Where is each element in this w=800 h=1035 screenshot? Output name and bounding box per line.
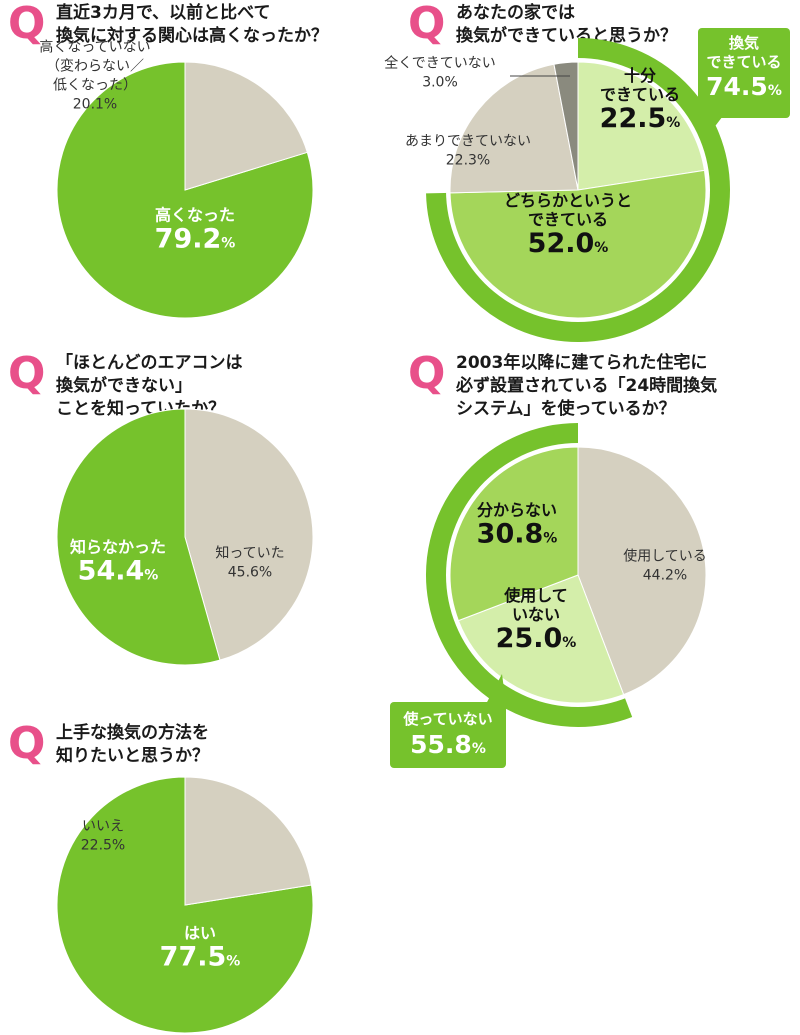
slice-label: 使用している <box>623 548 707 565</box>
callout-label: 使っていない <box>403 710 493 728</box>
question-line: 必ず設置されている「24時間換気 <box>456 376 718 396</box>
question-line: あなたの家では <box>456 3 575 23</box>
slice-label: いいえ <box>82 819 124 835</box>
slice-label: 使用して <box>503 586 568 605</box>
question-line: 2003年以降に建てられた住宅に <box>456 353 708 373</box>
slice-value-label: 22.5% <box>81 838 125 854</box>
pie-slice <box>449 446 579 622</box>
callout-label: できている <box>706 53 782 71</box>
pie-slice <box>56 408 221 666</box>
slice-label: 高くなった <box>155 206 235 225</box>
slice-value-label: 22.3% <box>446 153 490 169</box>
slice-value-label: 25.0% <box>496 623 577 654</box>
question-mark-icon: Q <box>8 348 46 399</box>
slice-label: あまりできていない <box>405 134 531 150</box>
slice-label: はい <box>184 924 216 943</box>
question-line: 直近3カ月で、以前と比べて <box>56 3 271 23</box>
question-line: 「ほとんどのエアコンは <box>56 353 243 373</box>
survey-panel-q3: Q 「ほとんどのエアコンは 換気ができない」 ことを知っていたか？ 知っていた 4… <box>0 350 400 720</box>
pie-slice <box>449 63 579 194</box>
survey-panel-q5: Q 上手な換気の方法を 知りたいと思うか？ はい 77.5% いいえ 22.5% <box>0 720 400 1035</box>
question-line: 換気ができていると思うか？ <box>456 26 677 46</box>
survey-panel-q4: Q 2003年以降に建てられた住宅に 必ず設置されている「24時間換気 システム… <box>390 348 800 770</box>
slice-value-label: 54.4% <box>78 556 159 587</box>
callout-value: 74.5 <box>706 72 768 101</box>
question-mark-icon: Q <box>8 718 46 769</box>
pie-slice <box>577 61 706 191</box>
survey-panel-q1: Q 直近3カ月で、以前と比べて 換気に対する関心は高くなったか？ 高くなった 79… <box>0 0 400 330</box>
question-mark-icon: Q <box>408 0 446 49</box>
slice-label: 高くなっていない <box>39 39 150 56</box>
slice-value-label: 79.2% <box>155 224 236 255</box>
pie-slice <box>577 446 707 696</box>
slice-label: いない <box>512 605 560 624</box>
slice-label: 全くできていない <box>384 55 496 72</box>
slice-value-label: 3.0% <box>422 75 458 91</box>
question-line: 換気ができない」 <box>56 376 192 396</box>
question-line: システム」を使っているか？ <box>456 399 676 419</box>
pie-slice <box>457 574 625 704</box>
slice-label: できている <box>528 210 608 229</box>
callout-unit: % <box>767 83 782 99</box>
pie-slice <box>184 408 314 661</box>
summary-callout-q2: 換気 できている 74.5% <box>698 28 790 118</box>
pie-slice <box>56 776 314 1034</box>
callout-value-row: 55.8% <box>390 729 506 765</box>
question-mark-icon: Q <box>8 0 46 49</box>
pie-slice <box>56 61 314 319</box>
slice-label: 知らなかった <box>70 538 166 557</box>
slice-label: 低くなった） <box>53 78 137 94</box>
emphasis-ring <box>426 423 633 727</box>
slice-value-label: 30.8% <box>477 519 558 550</box>
question-line: 換気に対する関心は高くなったか？ <box>56 26 328 46</box>
question-text: 2003年以降に建てられた住宅に 必ず設置されている「24時間換気 システム」を… <box>456 352 717 421</box>
slice-value-label: 77.5% <box>160 942 241 973</box>
callout-pointer-q2 <box>706 112 726 138</box>
survey-panel-q2: Q あなたの家では 換気ができていると思うか？ 十分 できている 22.5% どちらか… <box>384 0 800 342</box>
callout-value: 55.8 <box>410 730 472 759</box>
question-line: 上手な換気の方法を <box>56 723 209 743</box>
slice-label: 十分 <box>624 66 656 85</box>
slice-label: どちらかというと <box>504 191 632 210</box>
pie-slice <box>184 61 308 191</box>
slice-value-label: 45.6% <box>228 565 272 581</box>
question-line: 知りたいと思うか？ <box>56 746 209 766</box>
pie-slice <box>184 776 312 906</box>
slice-label: （変わらない／ <box>46 58 144 75</box>
slice-value-label: 52.0% <box>528 228 609 259</box>
slice-value-label: 44.2% <box>643 568 687 584</box>
pie-slice <box>449 169 707 319</box>
slice-value-label: 22.5% <box>600 103 681 134</box>
slice-label: 分からない <box>477 501 557 520</box>
callout-label: 換気 <box>728 34 759 52</box>
pie-slice <box>553 61 579 191</box>
emphasis-ring <box>426 38 730 342</box>
question-text: 上手な換気の方法を 知りたいと思うか？ <box>56 722 209 768</box>
slice-label: できている <box>600 85 680 104</box>
question-text: 直近3カ月で、以前と比べて 換気に対する関心は高くなったか？ <box>56 2 328 48</box>
callout-value-row: 74.5% <box>698 72 790 106</box>
callout-unit: % <box>471 741 486 757</box>
question-text: あなたの家では 換気ができていると思うか？ <box>456 2 677 48</box>
slice-label: 知っていた <box>215 545 284 562</box>
callout-pointer-q4 <box>486 674 506 704</box>
pie-chart-q2: 十分できている22.5%どちらかというとできている52.0%あまりできていない2… <box>384 38 730 342</box>
question-mark-icon: Q <box>408 348 446 399</box>
slice-value-label: 20.1% <box>73 97 117 113</box>
summary-callout-q4: 使っていない 55.8% <box>390 702 506 768</box>
